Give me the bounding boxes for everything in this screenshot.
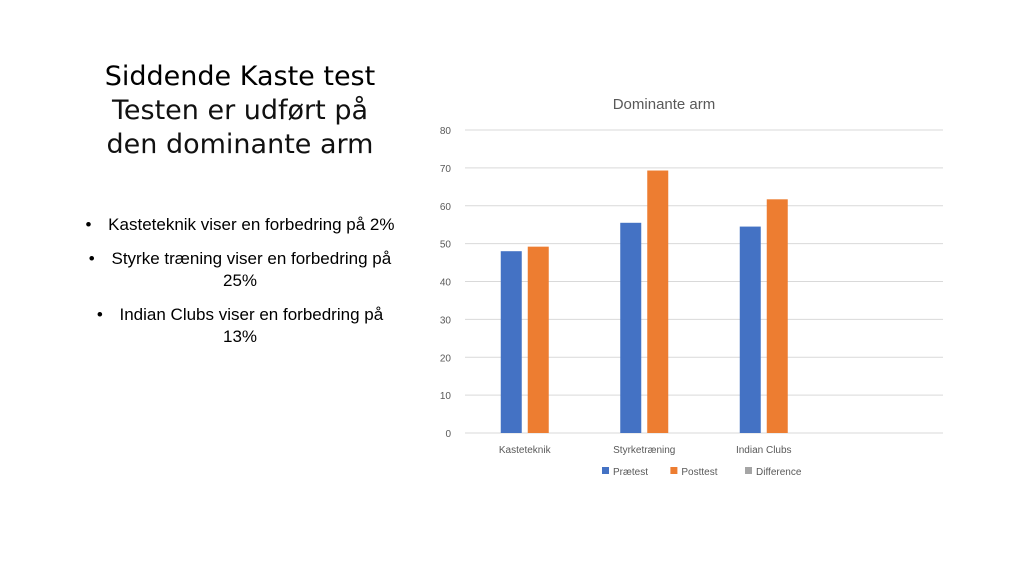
bar-posttest	[647, 170, 669, 433]
bullet-dot: •	[88, 249, 95, 268]
slide-title: Siddende Kaste test Testen er udført på …	[60, 60, 420, 162]
x-tick-label: Indian Clubs	[736, 445, 792, 456]
legend-label: Posttest	[681, 467, 717, 478]
bullet-text: Styrke træning viser en forbedring på 25…	[111, 249, 392, 290]
legend-label: Prætest	[613, 467, 648, 478]
bullet-item: • Styrke træning viser en forbedring på …	[80, 248, 400, 292]
bullet-dot: •	[96, 305, 103, 324]
title-line-2: Testen er udført på	[112, 95, 368, 126]
title-line-1: Siddende Kaste test	[104, 61, 376, 92]
bullet-text: Kasteteknik viser en forbedring på 2%	[108, 215, 395, 234]
legend-swatch	[602, 467, 609, 474]
y-tick-label: 10	[440, 391, 452, 402]
bar-pretest	[500, 251, 522, 433]
y-tick-label: 40	[440, 278, 452, 289]
y-tick-label: 70	[440, 164, 452, 175]
bullet-item: • Kasteteknik viser en forbedring på 2%	[80, 214, 400, 236]
chart-title: Dominante arm	[613, 96, 716, 113]
y-tick-label: 0	[445, 429, 451, 440]
x-tick-label: Kasteteknik	[499, 445, 552, 456]
legend-swatch	[745, 467, 752, 474]
bar-pretest	[620, 222, 642, 433]
bar-pretest	[739, 226, 761, 433]
bar-posttest	[766, 199, 788, 433]
bullet-text: Indian Clubs viser en forbedring på 13%	[119, 305, 384, 346]
y-tick-label: 20	[440, 353, 452, 364]
y-tick-label: 60	[440, 202, 452, 213]
bullet-dot: •	[85, 215, 92, 234]
bar-posttest	[527, 246, 549, 433]
title-line-3: den dominante arm	[106, 129, 374, 160]
x-tick-label: Styrketræning	[613, 445, 675, 456]
bar-chart: Dominante arm 0 10 20 30 40 50 60 70 80 Kastetekni…	[440, 96, 943, 478]
y-tick-label: 80	[440, 126, 452, 137]
legend-label: Difference	[756, 467, 802, 478]
bullet-list: • Kasteteknik viser en forbedring på 2% …	[80, 214, 400, 360]
y-tick-label: 30	[440, 315, 452, 326]
legend-swatch	[670, 467, 678, 474]
bullet-item: • Indian Clubs viser en forbedring på 13…	[80, 304, 400, 348]
y-tick-label: 50	[440, 240, 452, 251]
